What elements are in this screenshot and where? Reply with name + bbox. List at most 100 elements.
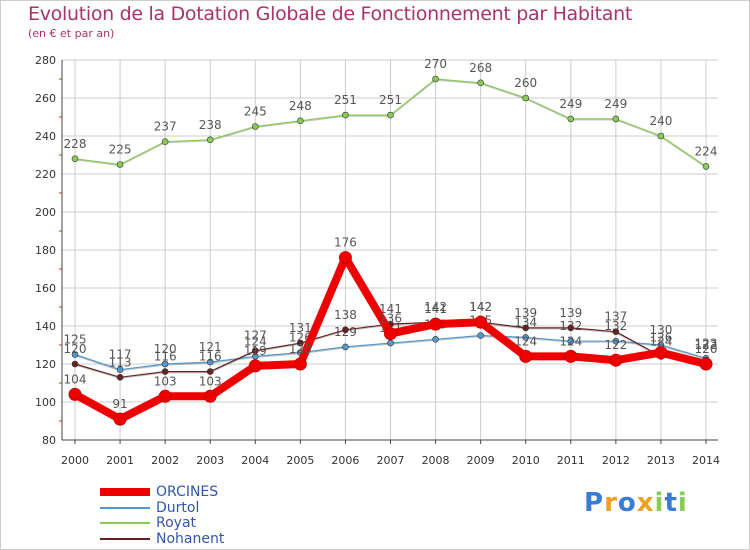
data-point-durtol: [342, 343, 349, 351]
data-label-durtol: 117: [109, 348, 132, 362]
data-point-nohanent: [161, 368, 169, 375]
data-point-nohanent: [342, 326, 349, 334]
data-point-royat: [612, 115, 620, 123]
data-label-nohanent: 127: [244, 329, 267, 343]
data-point-orcines: [474, 315, 488, 329]
data-point-durtol: [522, 334, 530, 341]
data-point-orcines: [609, 353, 623, 367]
x-tick-label: 2000: [61, 454, 89, 467]
data-point-durtol: [477, 332, 484, 339]
data-point-royat: [71, 155, 79, 163]
data-point-durtol: [612, 337, 620, 345]
y-tick-label: 200: [35, 206, 56, 219]
y-tick-label: 120: [35, 358, 56, 371]
data-label-orcines: 124: [559, 334, 582, 348]
y-tick-label: 140: [35, 320, 56, 333]
data-point-royat: [161, 138, 169, 145]
data-point-nohanent: [71, 360, 79, 368]
data-point-nohanent: [297, 339, 304, 347]
legend-label-orcines: ORCINES: [156, 484, 219, 500]
chart-subtitle: (en € et par an): [28, 27, 115, 40]
data-label-nohanent: 139: [559, 306, 582, 320]
data-label-nohanent: 131: [289, 321, 312, 335]
data-label-orcines: 103: [199, 374, 222, 388]
data-point-royat: [297, 117, 304, 125]
data-label-nohanent: 142: [424, 300, 447, 314]
data-point-royat: [657, 132, 665, 140]
data-label-durtol: 130: [649, 323, 672, 337]
data-label-durtol: 124: [244, 334, 267, 348]
brand-letter: t: [664, 488, 678, 518]
data-label-orcines: 104: [64, 372, 87, 386]
x-tick-label: 2006: [331, 454, 359, 467]
legend-label-royat: Royat: [156, 515, 197, 531]
data-point-orcines: [699, 357, 713, 371]
data-label-royat: 251: [334, 93, 357, 107]
data-point-durtol: [567, 337, 575, 345]
data-label-nohanent: 124: [649, 334, 672, 348]
data-label-royat: 249: [559, 97, 582, 111]
data-point-orcines: [203, 389, 217, 403]
y-tick-label: 240: [35, 130, 56, 143]
data-label-orcines: 124: [514, 334, 537, 348]
brand-letter: i: [677, 488, 688, 518]
data-point-orcines: [248, 359, 262, 373]
data-point-nohanent: [522, 324, 530, 332]
data-label-nohanent: 141: [379, 302, 402, 316]
data-label-royat: 238: [199, 118, 222, 132]
data-point-royat: [251, 123, 259, 130]
y-tick-label: 180: [35, 244, 56, 257]
data-label-orcines: 141: [424, 302, 447, 316]
data-label-royat: 268: [469, 61, 492, 75]
proxiti-logo: Proxiti: [584, 488, 688, 518]
data-label-durtol: 120: [154, 342, 177, 356]
data-point-royat: [342, 111, 349, 119]
brand-letter: o: [617, 488, 637, 518]
data-point-orcines: [293, 357, 307, 371]
data-label-durtol: 121: [199, 340, 222, 354]
x-tick-label: 2005: [286, 454, 314, 467]
data-point-durtol: [71, 351, 79, 358]
data-point-orcines: [338, 251, 352, 265]
legend-swatch-orcines: [100, 488, 150, 496]
data-label-royat: 248: [289, 99, 312, 113]
data-point-nohanent: [206, 368, 214, 375]
data-label-nohanent: 142: [469, 300, 492, 314]
data-label-royat: 240: [649, 114, 672, 128]
data-point-durtol: [116, 366, 124, 374]
data-label-orcines: 142: [469, 300, 492, 314]
data-point-durtol: [161, 360, 169, 368]
data-label-royat: 249: [604, 97, 627, 111]
x-tick-label: 2012: [602, 454, 630, 467]
x-tick-label: 2007: [377, 454, 405, 467]
x-tick-label: 2003: [196, 454, 224, 467]
x-tick-label: 2009: [467, 454, 495, 467]
data-label-orcines: 120: [695, 342, 718, 356]
x-tick-label: 2004: [241, 454, 269, 467]
y-tick-label: 100: [35, 396, 56, 409]
legend-swatch-nohanent: [100, 537, 150, 540]
data-label-durtol: 132: [604, 319, 627, 333]
y-tick-label: 80: [42, 434, 56, 447]
data-label-orcines: 103: [154, 374, 177, 388]
data-label-nohanent: 138: [334, 308, 357, 322]
data-label-royat: 224: [695, 144, 718, 158]
x-tick-label: 2010: [512, 454, 540, 467]
data-point-orcines: [654, 346, 668, 360]
data-point-royat: [522, 94, 530, 102]
data-label-royat: 251: [379, 93, 402, 107]
data-label-orcines: 126: [649, 331, 672, 345]
x-tick-label: 2002: [151, 454, 179, 467]
data-label-royat: 237: [154, 120, 177, 134]
data-point-royat: [702, 163, 710, 170]
x-tick-label: 2011: [557, 454, 585, 467]
data-point-durtol: [206, 358, 214, 366]
data-point-orcines: [68, 387, 82, 401]
data-label-royat: 245: [244, 105, 267, 119]
y-tick-label: 160: [35, 282, 56, 295]
data-label-royat: 260: [514, 76, 537, 90]
data-point-royat: [206, 136, 214, 144]
legend-swatch-durtol: [100, 506, 150, 509]
data-point-nohanent: [612, 328, 620, 336]
